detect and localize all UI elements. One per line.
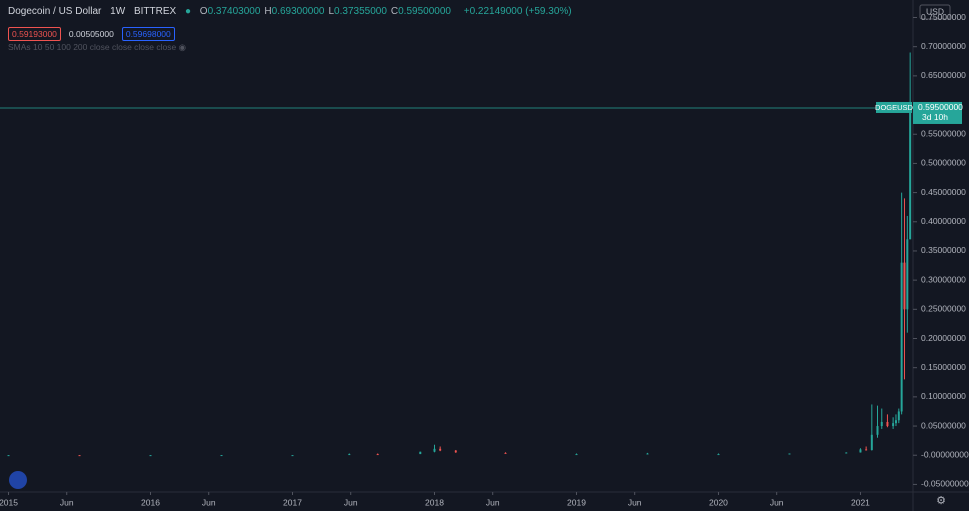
x-tick-label: Jun (344, 497, 358, 507)
candle-body (788, 453, 791, 455)
ohlc-value: 0.37403000 (207, 6, 261, 17)
candle-body (348, 454, 351, 456)
ohlc-value: 0.37355000 (334, 6, 387, 17)
candle-body (220, 455, 223, 457)
candle-body (7, 455, 10, 457)
candle-body (78, 455, 81, 457)
candle-body (880, 421, 883, 427)
plot (0, 52, 913, 457)
candle-body (900, 262, 903, 412)
candle-body (886, 421, 889, 427)
candle-body (909, 107, 912, 240)
x-tick-label: 2016 (141, 497, 160, 507)
ohlc-key: C (390, 6, 399, 17)
logo[interactable] (9, 471, 27, 489)
x-tick-label: 2015 (0, 497, 18, 507)
x-tick-label: Jun (60, 497, 74, 507)
candle-body (859, 449, 862, 453)
interval: 1W (110, 6, 126, 17)
x-tick-label: 2019 (567, 497, 586, 507)
candle-body (865, 449, 868, 451)
y-tick-label: 0.05000000 (921, 420, 966, 430)
ohlc-value: 0.69300000 (271, 6, 325, 17)
candle-body (291, 455, 294, 457)
candle-body (717, 454, 720, 456)
candle-body (903, 262, 906, 310)
y-tick-label: -0.05000000 (921, 479, 969, 489)
x-tick-label: 2017 (283, 497, 302, 507)
y-tick-label: 0.50000000 (921, 158, 966, 168)
candle-body (906, 239, 909, 310)
eye-icon[interactable]: ◉ (178, 42, 187, 52)
candle-body (870, 434, 873, 450)
y-tick-label: 0.10000000 (921, 391, 966, 401)
change: +0.22149000 (+59.30%) (463, 6, 572, 17)
x-tick-label: 2020 (709, 497, 728, 507)
candle-body (876, 426, 879, 435)
header: Dogecoin / US Dollar 1W BITTREX ● O0.374… (8, 6, 578, 17)
y-tick-label: 0.25000000 (921, 304, 966, 314)
candle-body (575, 454, 578, 456)
ohlc: O0.37403000 H0.69300000 L0.37355000 C0.5950… (200, 6, 455, 17)
y-tick-label: 0.40000000 (921, 216, 966, 226)
box: 0.59698000 (121, 27, 175, 41)
x-tick-label: 2021 (851, 497, 870, 507)
x-tick-label: 2018 (425, 497, 444, 507)
currency-box[interactable] (919, 4, 951, 20)
settings-icon[interactable]: ⚙ (936, 495, 946, 507)
candle-body (646, 453, 649, 455)
symbol: Dogecoin / US Dollar (8, 6, 102, 17)
exchange: BITTREX (133, 6, 177, 17)
status-dot: ● (184, 6, 191, 17)
y-tick-label: -0.00000000 (921, 449, 969, 459)
x-tick-label: Jun (202, 497, 216, 507)
candle-body (439, 448, 442, 451)
price-value-bg (913, 101, 962, 124)
countdown: 3d 10h (922, 112, 948, 122)
candle-body (892, 423, 895, 427)
y-tick-label: 0.45000000 (921, 187, 966, 197)
y-tick-label: 0.55000000 (921, 128, 966, 138)
ohlc-key: L (328, 6, 335, 17)
candle-body (454, 450, 457, 453)
price-boxes: 0.59193000 0.00505000 0.59698000 (8, 24, 179, 42)
indicator-label: SMAs 10 50 100 200 close close close clo… (8, 42, 177, 52)
x-tick-label: Jun (486, 497, 500, 507)
box: 0.59193000 (8, 27, 61, 41)
price-label-bg (876, 101, 912, 113)
y-tick-label: 0.65000000 (921, 70, 966, 80)
x-tick-label: Jun (628, 497, 642, 507)
candle-body (419, 451, 422, 455)
candle-body (845, 452, 848, 454)
ohlc-value: 0.59500000 (398, 6, 451, 17)
currency: USD (926, 6, 944, 16)
candle-body (897, 411, 900, 421)
y-tick-label: 0.75000000 (921, 12, 966, 22)
x-tick-label: Jun (770, 497, 784, 507)
price-name: DOGEUSD (875, 103, 914, 112)
candle-body (504, 452, 507, 454)
candle-body (433, 448, 436, 452)
indicator: SMAs 10 50 100 200 close close close clo… (8, 42, 186, 53)
candle-body (376, 454, 379, 456)
y-tick-label: 0.20000000 (921, 333, 966, 343)
y-tick-label: 0.35000000 (921, 245, 966, 255)
ohlc-key: O (199, 6, 208, 17)
box: 0.00505000 (68, 29, 114, 39)
y-tick-label: 0.30000000 (921, 274, 966, 284)
ohlc-key: H (264, 6, 272, 17)
y-tick-label: 0.70000000 (921, 41, 966, 51)
y-tick-label: 0.15000000 (921, 362, 966, 372)
candle-body (149, 455, 152, 457)
price-value: 0.59500000 (918, 102, 963, 112)
candle-body (894, 420, 897, 424)
